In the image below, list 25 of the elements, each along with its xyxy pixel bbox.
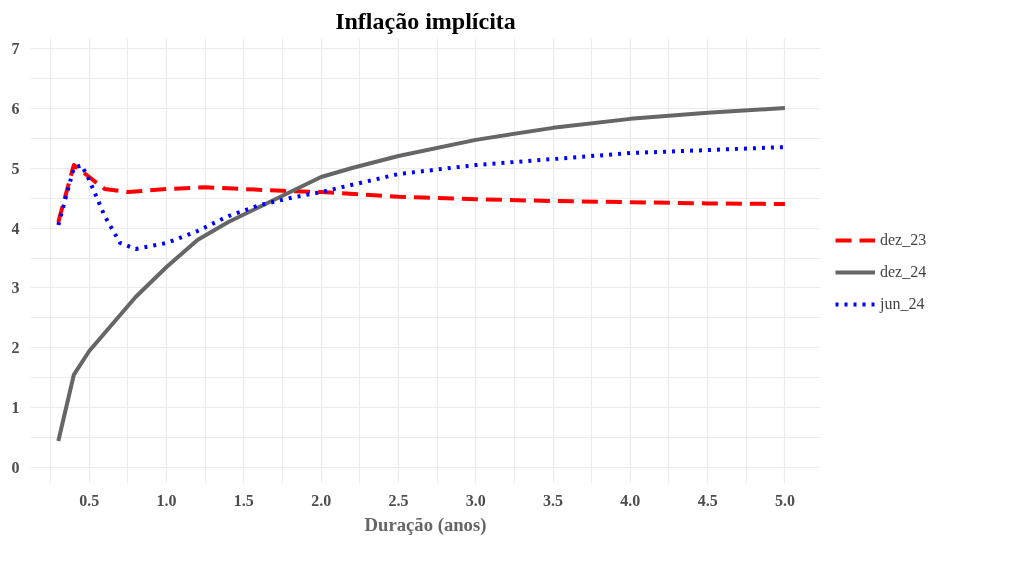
chart-title: Inflação implícita [335, 7, 516, 34]
x-tick-label: 0.5 [79, 491, 100, 509]
y-tick-label: 1 [11, 399, 20, 417]
x-axis-title: Duração (anos) [364, 513, 487, 536]
legend-label: dez_24 [880, 263, 927, 281]
y-tick-label: 4 [11, 219, 20, 237]
legend-label: jun_24 [880, 295, 925, 313]
legend-label: dez_23 [880, 231, 927, 249]
x-tick-label: 3.5 [543, 491, 564, 509]
line-series [56, 106, 787, 443]
x-tick-label: 1.0 [156, 491, 177, 509]
x-tick-label: 4.0 [620, 491, 641, 509]
line-series [56, 163, 787, 225]
y-tick-label: 3 [11, 279, 20, 297]
x-tick-label: 2.5 [388, 491, 409, 509]
y-tick-label: 5 [11, 159, 20, 177]
y-tick-label: 2 [11, 339, 20, 357]
y-tick-label: 6 [11, 99, 20, 117]
x-tick-label: 2.0 [311, 491, 332, 509]
y-tick-label: 0 [11, 459, 20, 477]
x-tick-label: 3.0 [465, 491, 486, 509]
y-tick-label: 7 [11, 39, 20, 57]
x-tick-label: 4.5 [697, 491, 718, 509]
x-tick-label: 1.5 [233, 491, 254, 509]
x-tick-label: 5.0 [774, 491, 795, 509]
